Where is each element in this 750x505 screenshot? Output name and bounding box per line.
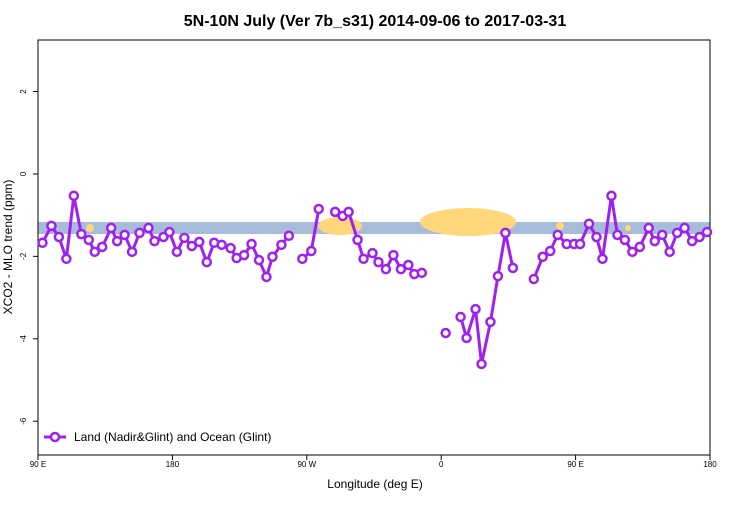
data-point (306, 245, 317, 257)
land-patch (420, 208, 516, 236)
data-point (694, 231, 705, 243)
data-point (246, 238, 257, 250)
data-point (416, 267, 428, 279)
data-point (201, 256, 212, 268)
data-point (537, 251, 548, 263)
data-point (343, 206, 354, 218)
data-point (686, 235, 698, 247)
data-point (261, 271, 272, 283)
data-point (61, 253, 72, 265)
y-tick-label: 2 (19, 89, 28, 94)
data-point (634, 241, 646, 253)
chart-title: 5N-10N July (Ver 7b_s31) 2014-09-06 to 2… (184, 13, 567, 30)
data-point (528, 273, 540, 285)
data-point (111, 235, 123, 247)
data-point (612, 229, 623, 241)
data-point (53, 231, 65, 243)
data-point (701, 226, 713, 238)
data-point (500, 227, 511, 239)
data-point (96, 241, 108, 253)
data-point (352, 234, 363, 246)
land-patch (625, 225, 631, 231)
data-point (373, 256, 384, 268)
ocean-band (38, 222, 710, 234)
data-point (238, 249, 250, 261)
x-tick-label: 0 (439, 460, 444, 469)
data-point (492, 270, 504, 282)
data-point (276, 239, 287, 251)
y-tick-label: -6 (19, 417, 28, 425)
data-point (591, 231, 602, 243)
data-point (267, 251, 278, 263)
data-point (143, 222, 154, 234)
land-patch (556, 222, 564, 230)
x-tick-label: 90 E (567, 460, 583, 469)
data-point (105, 222, 117, 234)
y-tick-label: 0 (19, 171, 28, 176)
data-point (186, 240, 198, 252)
data-point (627, 246, 638, 258)
data-point (134, 227, 145, 239)
data-point (76, 228, 87, 240)
data-point (455, 311, 466, 323)
data-point (37, 237, 48, 249)
data-point (671, 227, 683, 239)
data-point (358, 253, 369, 265)
data-point (119, 229, 130, 241)
x-tick-label: 180 (703, 460, 717, 469)
data-point (216, 239, 227, 251)
data-point (643, 222, 655, 234)
data-point (179, 232, 190, 244)
data-point (194, 236, 205, 248)
data-point (68, 190, 80, 202)
data-point (476, 358, 487, 370)
data-point (149, 235, 160, 247)
legend-label: Land (Nadir&Glint) and Ocean (Glint) (74, 430, 271, 444)
y-tick-label: -4 (19, 335, 28, 343)
y-tick-label: -2 (19, 252, 28, 260)
plot-frame (37, 39, 711, 456)
data-point (380, 263, 392, 275)
data-point (388, 249, 399, 261)
data-point (46, 220, 57, 232)
legend-marker (49, 431, 61, 443)
data-point (283, 230, 295, 242)
data-point (606, 190, 617, 202)
data-point (619, 234, 631, 246)
data-point (367, 247, 378, 259)
data-point (574, 238, 586, 250)
data-point (597, 253, 608, 265)
data-point (313, 203, 324, 215)
data-point (583, 218, 595, 230)
data-point (403, 259, 414, 271)
x-axis-label: Longitude (deg E) (327, 477, 422, 491)
y-axis-label: XCO2 - MLO trend (ppm) (1, 180, 15, 315)
data-point (656, 229, 668, 241)
data-point (485, 316, 496, 328)
data-point (297, 253, 308, 265)
data-point (395, 263, 407, 275)
land-patch (86, 224, 94, 232)
data-point (440, 327, 451, 339)
x-tick-label: 90 W (297, 460, 316, 469)
data-point (461, 332, 472, 344)
data-point (470, 303, 481, 315)
data-point (544, 245, 556, 257)
data-point (225, 242, 236, 254)
x-tick-label: 90 E (30, 460, 46, 469)
data-point (89, 246, 100, 258)
data-point (507, 262, 519, 274)
data-point (253, 254, 265, 266)
data-point (164, 226, 175, 238)
data-point (329, 206, 341, 218)
data-point (664, 246, 675, 258)
data-point (552, 229, 563, 241)
data-point (679, 222, 690, 234)
data-point (171, 246, 183, 258)
x-tick-label: 180 (166, 460, 180, 469)
data-point (126, 246, 138, 258)
data-point (83, 234, 95, 246)
data-point (649, 235, 660, 247)
